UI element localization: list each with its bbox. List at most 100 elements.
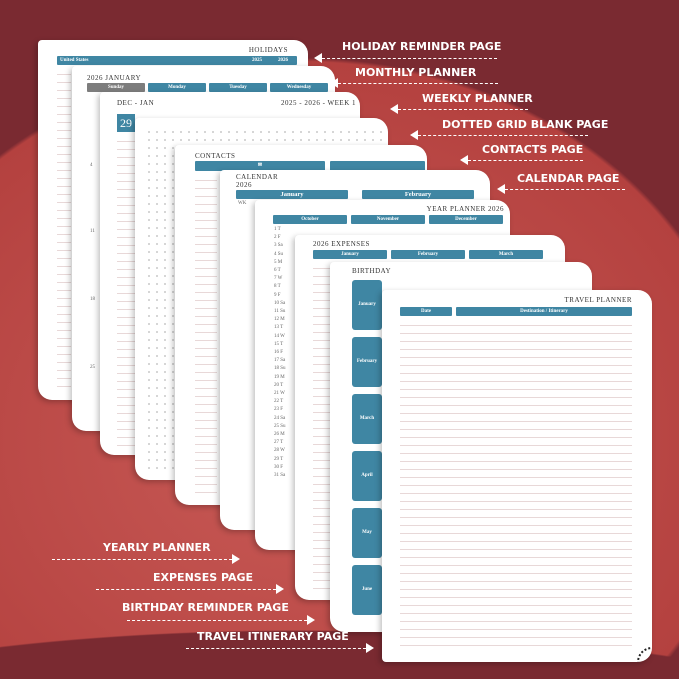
- arrow-left-icon: [410, 130, 588, 140]
- holiday-title: HOLIDAYS: [248, 46, 288, 54]
- date-box: 29: [117, 114, 135, 132]
- label-calendar: CALENDAR PAGE: [517, 172, 620, 185]
- day-row: 4 Su: [274, 251, 284, 257]
- day-row: 20 T: [274, 382, 284, 388]
- column-date: Date: [400, 307, 452, 316]
- day-row: 18 Su: [274, 366, 286, 372]
- day-row: 10 Sa: [274, 300, 286, 306]
- month-march: March: [352, 394, 382, 444]
- arrow-right-icon: [186, 643, 374, 653]
- weekly-lines: [117, 134, 137, 449]
- travel-title: TRAVEL PLANNER: [564, 296, 632, 304]
- day-row: 28 W: [274, 448, 285, 454]
- arrow-left-icon: [330, 78, 498, 88]
- weekly-title: DEC - JAN: [117, 99, 155, 107]
- arrow-left-icon: [390, 104, 528, 114]
- month-october: October: [273, 215, 347, 224]
- calendar-title: CALENDAR: [236, 173, 279, 181]
- day-row: 31 Sa: [274, 473, 286, 479]
- label-dotted: DOTTED GRID BLANK PAGE: [442, 118, 609, 131]
- phone-header: [330, 161, 425, 171]
- month-may: May: [352, 508, 382, 558]
- contacts-title: CONTACTS: [195, 152, 236, 160]
- day-row: 3 Sa: [274, 243, 283, 249]
- day-row: 9 F: [274, 292, 281, 298]
- travel-lines: [400, 318, 632, 648]
- expenses-title: 2026 EXPENSES: [313, 240, 370, 248]
- day-row: 15 T: [274, 341, 284, 347]
- label-contacts: CONTACTS PAGE: [482, 143, 584, 156]
- day-row: 24 Sa: [274, 415, 286, 421]
- month-january: January: [352, 280, 382, 330]
- arrow-right-icon: [96, 584, 284, 594]
- day-row: 29 T: [274, 456, 284, 462]
- label-monthly: MONTHLY PLANNER: [355, 66, 477, 79]
- day-row: 14 W: [274, 333, 285, 339]
- day-row: 8 T: [274, 284, 281, 290]
- day-row: 26 M: [274, 432, 285, 438]
- day-row: 12 M: [274, 317, 285, 323]
- month-january: January: [313, 250, 387, 259]
- label-birthday: BIRTHDAY REMINDER PAGE: [122, 601, 289, 614]
- label-expenses: EXPENSES PAGE: [153, 571, 254, 584]
- day-row: 22 T: [274, 399, 284, 405]
- monthly-title: 2026 JANUARY: [87, 74, 142, 82]
- month-april: April: [352, 451, 382, 501]
- day-wednesday: Wednesday: [270, 83, 328, 92]
- day-row: 17 Sa: [274, 358, 286, 364]
- month-january: January: [236, 190, 348, 199]
- day-sunday: Sunday: [87, 83, 145, 92]
- arrow-right-icon: [52, 554, 240, 564]
- day-row: 5 M: [274, 259, 283, 265]
- month-february: February: [391, 250, 465, 259]
- arrow-left-icon: [497, 184, 625, 194]
- date: 11: [90, 229, 95, 234]
- month-december: December: [429, 215, 503, 224]
- month-february: February: [352, 337, 382, 387]
- arrow-right-icon: [127, 615, 315, 625]
- day-row: 30 F: [274, 464, 284, 470]
- day-row: 16 F: [274, 350, 284, 356]
- birthday-title: BIRTHDAY: [352, 267, 392, 275]
- year-2026: 2026: [278, 58, 288, 63]
- label-travel: TRAVEL ITINERARY PAGE: [197, 630, 349, 643]
- label-holiday: HOLIDAY REMINDER PAGE: [342, 40, 502, 53]
- yearly-title: YEAR PLANNER 2026: [426, 205, 504, 213]
- month-june: June: [352, 565, 382, 615]
- day-row: 7 W: [274, 276, 283, 282]
- day-row: 25 Su: [274, 423, 286, 429]
- date: 25: [90, 365, 95, 370]
- weekly-week: 2025 - 2026 - WEEK 1: [281, 99, 356, 107]
- arrow-left-icon: [314, 53, 497, 63]
- date: 18: [90, 297, 95, 302]
- label-yearly: YEARLY PLANNER: [103, 541, 211, 554]
- day-row: 11 Su: [274, 309, 286, 315]
- month-november: November: [351, 215, 425, 224]
- column-destination: Destination / Itinerary: [456, 307, 632, 316]
- day-tuesday: Tuesday: [209, 83, 267, 92]
- day-row: 1 T: [274, 227, 281, 232]
- day-monday: Monday: [148, 83, 206, 92]
- mail-icon: ✉: [195, 161, 325, 171]
- label-weekly: WEEKLY PLANNER: [422, 92, 533, 105]
- page-corner: [637, 647, 652, 662]
- day-row: 21 W: [274, 391, 285, 397]
- calendar-year: 2026: [236, 181, 252, 189]
- day-list: 1 T 2 F 3 Sa 4 Su 5 M 6 T 7 W 8 T 9 F 10 Sa 11 Su 1…: [274, 226, 304, 480]
- day-row: 27 T: [274, 440, 284, 446]
- holiday-list: [57, 67, 71, 392]
- day-row: 19 M: [274, 374, 285, 380]
- month-february: February: [362, 190, 474, 199]
- travel-page: TRAVEL PLANNER Date Destination / Itiner…: [382, 290, 652, 662]
- country-select[interactable]: United States: [57, 56, 297, 65]
- arrow-left-icon: [460, 155, 583, 165]
- day-row: 2 F: [274, 235, 281, 241]
- date: 4: [90, 163, 93, 168]
- day-row: 13 T: [274, 325, 284, 331]
- week-label: WK: [238, 201, 247, 206]
- month-march: March: [469, 250, 543, 259]
- year-2025: 2025: [252, 58, 262, 63]
- day-row: 23 F: [274, 407, 284, 413]
- day-row: 6 T: [274, 268, 281, 274]
- contact-lines: [195, 173, 217, 493]
